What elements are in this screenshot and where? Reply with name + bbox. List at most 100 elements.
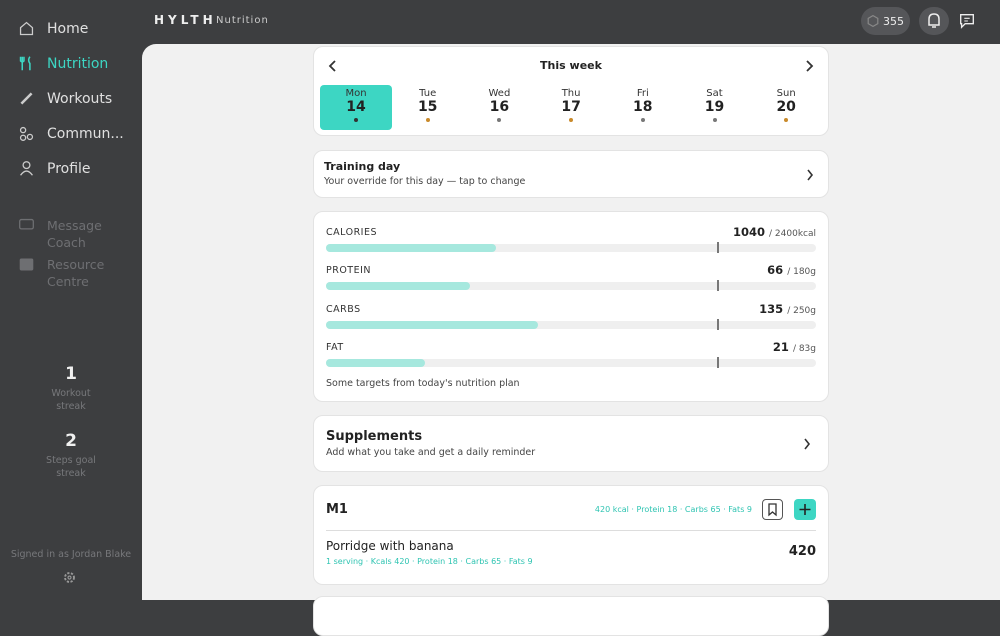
target-marker [717,356,719,368]
macro-row: CALORIES 1040 / 2400kcal [326,225,816,253]
target-marker [717,280,719,292]
day-name: Mon [345,88,367,99]
messages-icon[interactable] [958,12,976,30]
stat-value: 1 [65,364,77,384]
progress-track [326,356,816,368]
nav-profile[interactable]: Profile [18,160,91,177]
macro-target: / 250g [787,305,816,316]
stat-label: Workout streak [51,388,91,412]
day-dot [569,118,574,122]
day[interactable]: Fri 18 [607,85,679,130]
day[interactable]: Sun 20 [750,85,822,130]
nutrition-icon [19,56,31,71]
macro-target: / 83g [792,343,816,354]
next-week[interactable] [804,60,814,72]
settings-icon[interactable] [62,570,77,585]
macro-value: 21 / 83g [773,340,816,354]
chevron [807,169,814,181]
chevron [804,438,811,450]
points-badge[interactable]: 355 [861,7,910,35]
stat: 2 Steps goal streak [0,431,142,480]
nav-message-coach[interactable]: Message Coach [18,217,128,251]
training-subtitle: Your override for this day — tap to chan… [324,176,526,187]
progress-fill [326,320,538,329]
macro-row: PROTEIN 66 / 180g [326,263,816,292]
day-dot [497,118,502,122]
macro-current: 66 [767,263,784,278]
community-icon [19,126,34,141]
day[interactable]: Sat 19 [679,85,751,130]
meal-card: M1 420 kcal · Protein 18 · Carbs 65 · Fa… [313,485,829,585]
macro-target: / 2400kcal [769,229,816,239]
day-dot [640,118,645,122]
divider [326,530,816,531]
nav-nutrition[interactable]: Nutrition [18,55,108,72]
nav-label: Message Coach [47,218,102,250]
sidebar: Home Nutrition Workouts Commun... Profil… [0,0,142,600]
day-date: 16 [489,99,510,115]
target-marker [717,318,719,330]
nav-label: Home [47,20,89,37]
notifications-button[interactable] [919,7,949,35]
food-kcal: 420 [788,544,816,559]
day-name: Tue [419,88,437,99]
week-title: This week [540,59,602,72]
day-dot [425,118,430,122]
profile-icon [20,161,33,176]
save-button[interactable] [762,499,783,520]
macro-target: / 180g [787,267,816,278]
day[interactable]: Mon 14 [320,85,392,130]
day-name: Sat [706,88,723,99]
macro-name: CALORIES [326,227,377,238]
macro-current: 21 [772,339,789,354]
nav-label: Nutrition [47,55,109,72]
day-dot [712,118,717,122]
nav-label: Resource Centre [47,257,105,289]
week-card: This week Mon 14 Tue 15 Wed 16 Thu 17 Fri 18 Sat 19… [313,46,829,136]
macro-value: 66 / 180g [767,263,816,277]
day-date: 17 [561,99,581,115]
macro-name: FAT [326,341,344,353]
add-button[interactable] [794,499,816,520]
supplements-subtitle: Add what you take and get a daily remind… [326,447,536,458]
day[interactable]: Wed 16 [463,85,535,130]
day[interactable]: Tue 15 [392,85,464,130]
points: 355 [883,14,904,28]
nav-workouts[interactable]: Workouts [18,90,112,107]
macro-current: 1040 [732,225,765,239]
macro-value: 135 / 250g [759,302,816,316]
day-name: Wed [488,88,511,99]
brand[interactable]: HYLTH [154,13,217,27]
training-title: Training day [324,160,401,173]
section-name: Nutrition [216,15,269,26]
macro-name: CARBS [326,303,361,315]
macros-note: Some targets from today's nutrition plan [326,378,520,389]
stat-value: 2 [65,431,77,451]
day-date: 18 [633,99,653,115]
stat-label: Steps goal streak [46,455,96,479]
food-name[interactable]: Porridge with banana [326,539,454,553]
training-card[interactable]: Training day Your override for this day … [313,150,829,198]
meal-summary: 420 kcal · Protein 18 · Carbs 65 · Fats … [594,505,752,514]
plus-icon [799,504,811,515]
prev-week[interactable] [328,60,338,72]
day[interactable]: Thu 17 [535,85,607,130]
day-name: Sun [776,88,796,99]
progress-track [326,242,816,253]
nav-home[interactable]: Home [18,20,88,37]
chat-icon [19,218,34,230]
progress-fill [326,358,426,367]
workouts-icon [20,92,33,105]
food-detail: 1 serving · Kcals 420 · Protein 18 · Car… [326,557,533,566]
macro-value: 1040 / 2400kcal [733,225,816,239]
nav-resource-centre[interactable]: Resource Centre [18,256,128,290]
stat: 1 Workout streak [0,364,142,413]
day-date: 20 [776,99,796,115]
progress-track [326,280,816,292]
nav-community[interactable]: Commun... [18,125,124,142]
day-date: 14 [346,99,366,115]
day-dot [354,118,358,122]
supplements-card[interactable]: Supplements Add what you take and get a … [313,415,829,472]
